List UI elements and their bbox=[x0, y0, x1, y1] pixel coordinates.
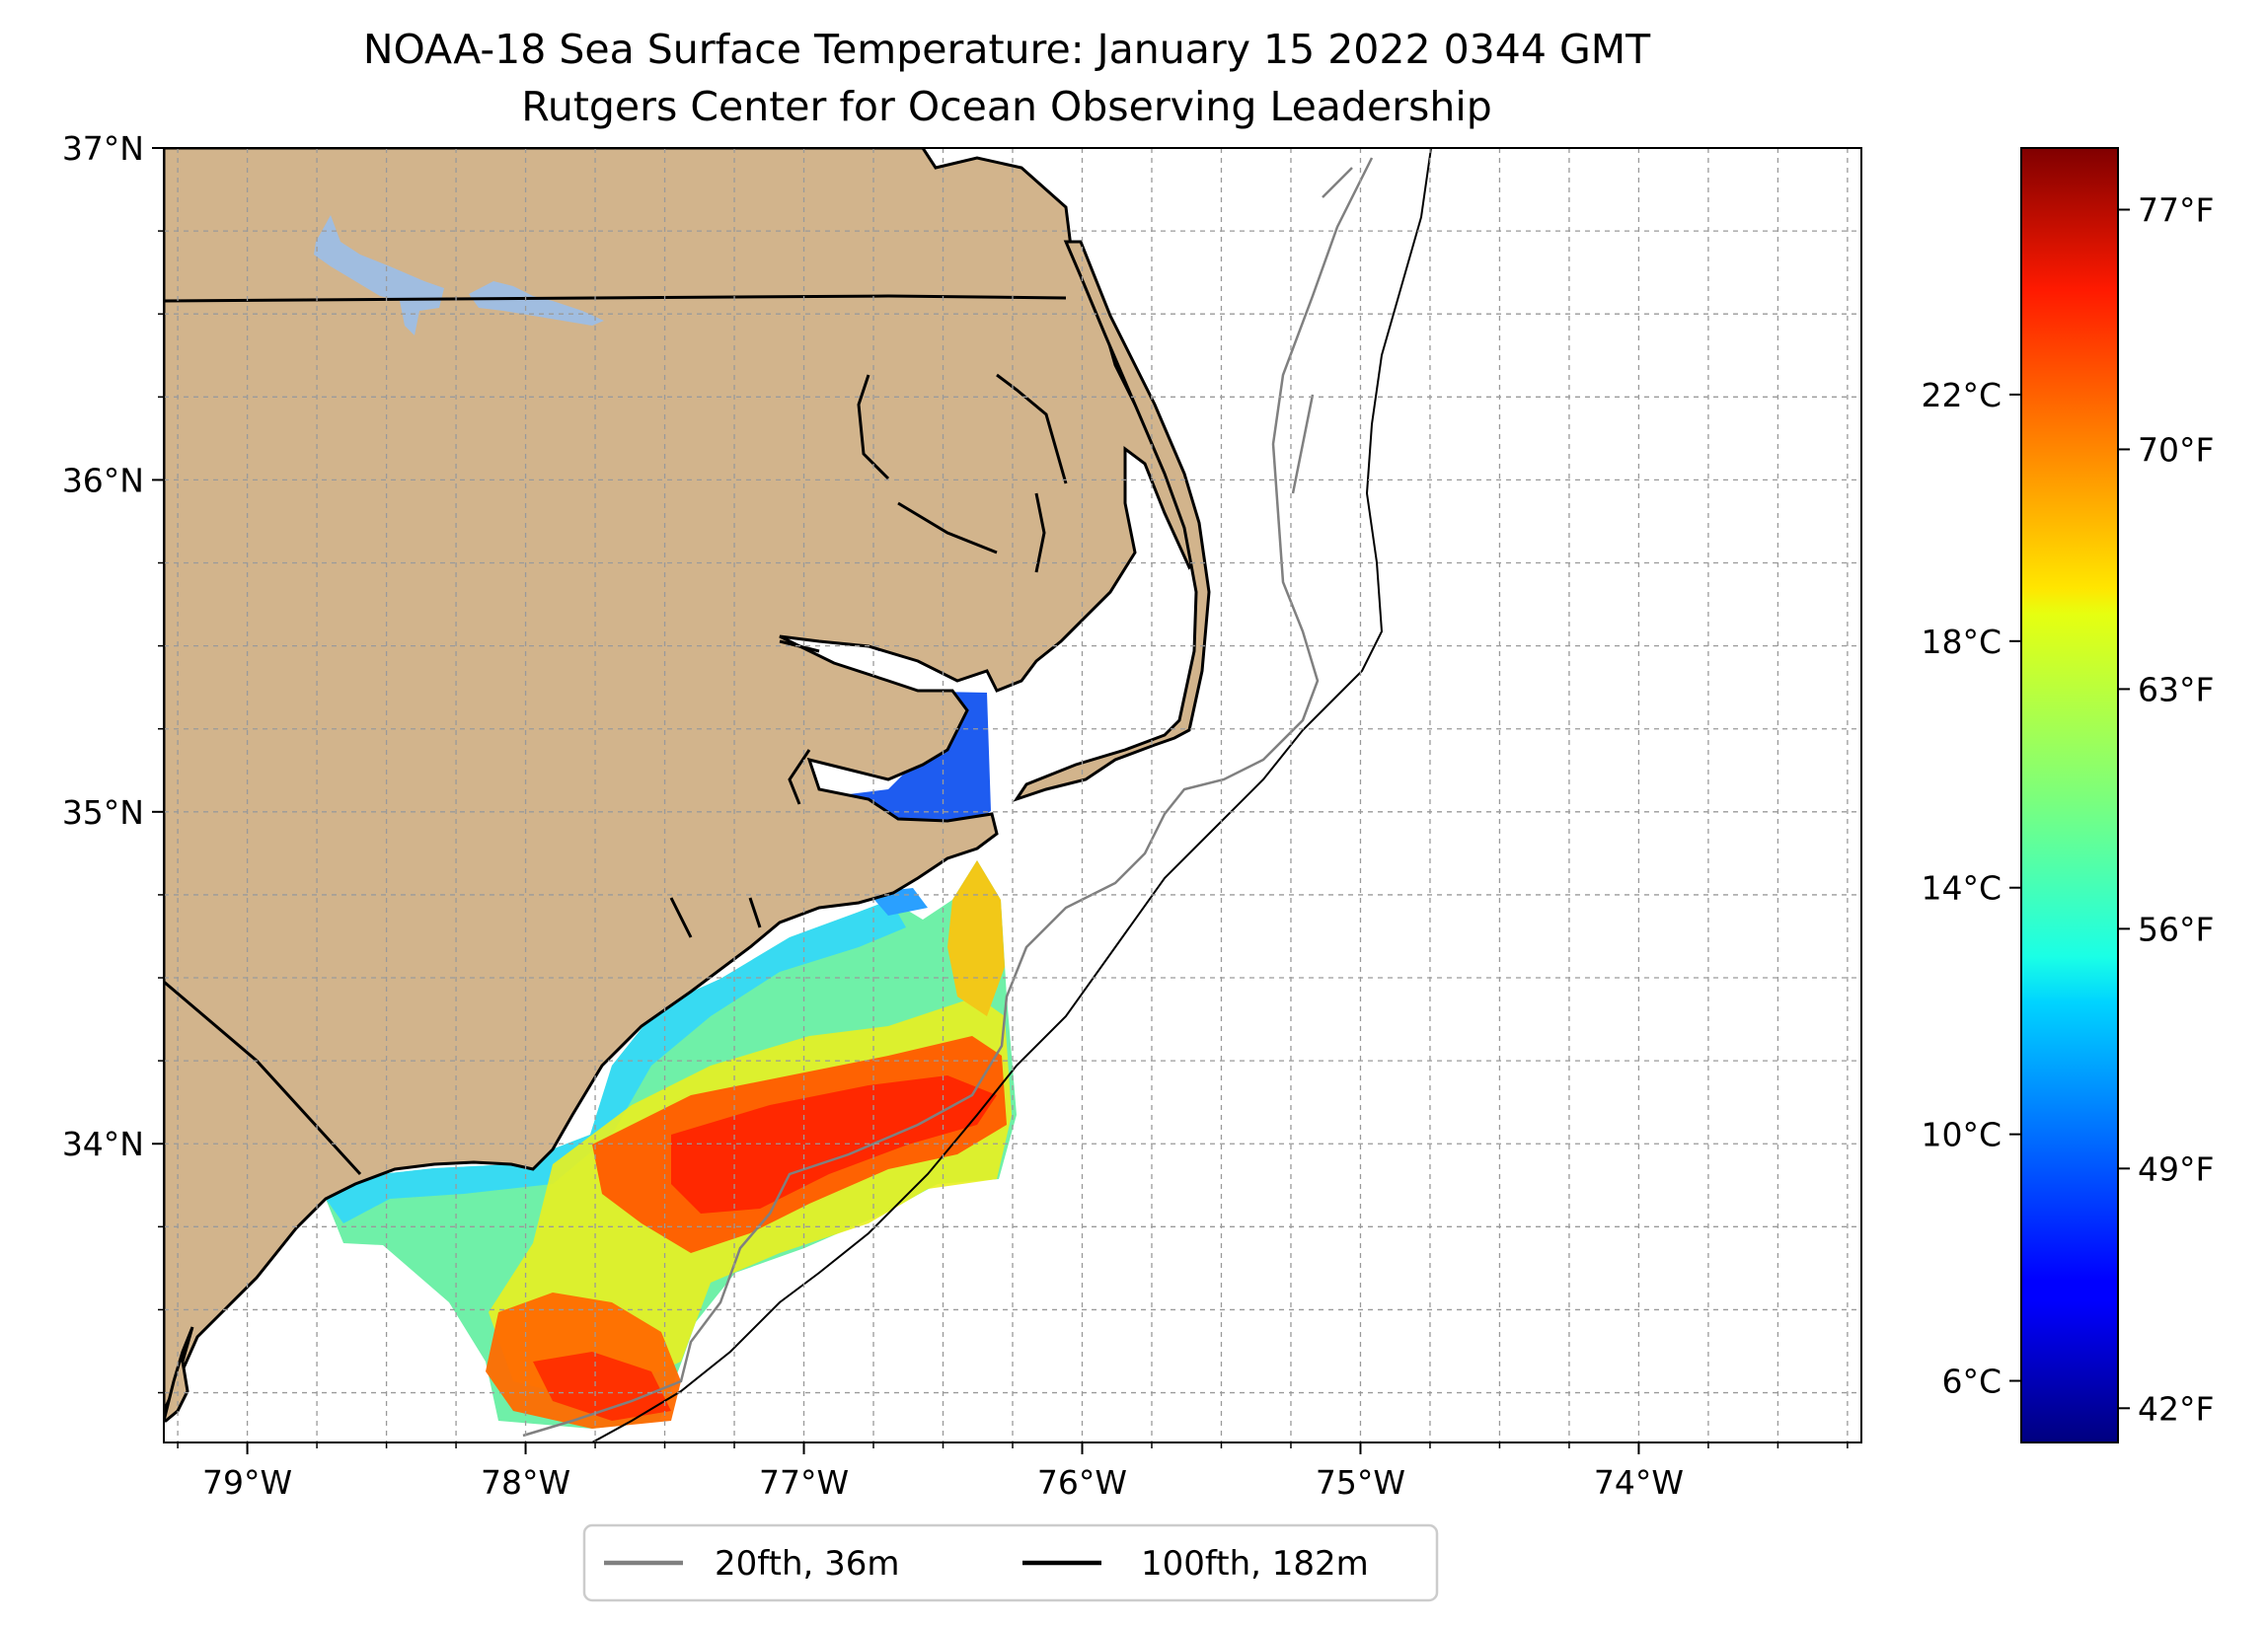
sst-field bbox=[326, 472, 1017, 1429]
legend-box bbox=[582, 1523, 1439, 1602]
lon-tick-label: 79°W bbox=[202, 1463, 292, 1502]
celsius-tick-label: 14°C bbox=[1921, 869, 2002, 908]
lat-ticks: 37°N 36°N 35°N 34°N bbox=[62, 129, 164, 1394]
sst-field-cool-nearshore bbox=[326, 900, 906, 1223]
sst-field-east-yellow bbox=[947, 860, 1005, 1016]
lon-tick-label: 78°W bbox=[481, 1463, 570, 1502]
celsius-tick-label: 6°C bbox=[1941, 1363, 2002, 1401]
fahrenheit-tick-label: 42°F bbox=[2138, 1389, 2214, 1428]
celsius-tick-label: 22°C bbox=[1921, 376, 2002, 414]
gridlines bbox=[164, 148, 1861, 1442]
lon-tick-label: 77°W bbox=[759, 1463, 849, 1502]
fahrenheit-tick-label: 56°F bbox=[2138, 910, 2214, 948]
land bbox=[164, 148, 1211, 1423]
map-area: 37°N 36°N 35°N 34°N 79°W 78°W 77°W 76°W 75°W 74°… bbox=[62, 129, 1862, 1502]
colorbar-fahrenheit-ticks: 42°F 49°F 56°F 63°F 70°F 77°F bbox=[2118, 190, 2214, 1428]
title-line-2: Rutgers Center for Ocean Observing Leade… bbox=[521, 83, 1492, 130]
lat-tick-label: 34°N bbox=[62, 1125, 144, 1163]
sst-field-hot-core bbox=[671, 1075, 997, 1214]
isobath-20fth bbox=[522, 157, 1374, 1438]
kerr-lake bbox=[314, 215, 444, 335]
lon-tick-label: 75°W bbox=[1316, 1463, 1405, 1502]
colorbar: 6°C 10°C 14°C 18°C 22°C 42°F 49°F 56°F 63°F 70°F… bbox=[1921, 147, 2214, 1443]
plot-title: NOAA-18 Sea Surface Temperature: January… bbox=[363, 26, 1651, 130]
lat-tick-label: 36°N bbox=[62, 461, 144, 499]
lon-ticks: 79°W 78°W 77°W 76°W 75°W 74°W bbox=[177, 1442, 1849, 1502]
colorbar-gradient bbox=[2020, 147, 2119, 1443]
va-nc-border bbox=[164, 294, 1067, 303]
lon-tick-label: 74°W bbox=[1594, 1463, 1684, 1502]
colorbar-celsius-ticks: 6°C 10°C 14°C 18°C 22°C bbox=[1921, 376, 2021, 1401]
legend: 20fth, 36m 100fth, 182m bbox=[582, 1523, 1439, 1602]
legend-label-100fth: 100fth, 182m bbox=[1141, 1544, 1369, 1584]
sst-field-south-hot bbox=[533, 1352, 671, 1421]
celsius-tick-label: 10°C bbox=[1921, 1116, 2002, 1154]
lon-tick-label: 76°W bbox=[1037, 1463, 1127, 1502]
fahrenheit-tick-label: 63°F bbox=[2138, 670, 2214, 708]
legend-label-20fth: 20fth, 36m bbox=[715, 1544, 900, 1584]
celsius-tick-label: 18°C bbox=[1921, 623, 2002, 661]
fahrenheit-tick-label: 49°F bbox=[2138, 1149, 2214, 1188]
lat-tick-label: 37°N bbox=[62, 129, 144, 168]
isobaths bbox=[522, 148, 1432, 1442]
fahrenheit-tick-label: 70°F bbox=[2138, 430, 2214, 469]
fahrenheit-tick-label: 77°F bbox=[2138, 190, 2214, 229]
isobath-100fth bbox=[591, 148, 1432, 1442]
title-line-1: NOAA-18 Sea Surface Temperature: January… bbox=[363, 26, 1651, 73]
lat-tick-label: 35°N bbox=[62, 793, 144, 832]
outer-banks bbox=[1013, 240, 1211, 802]
